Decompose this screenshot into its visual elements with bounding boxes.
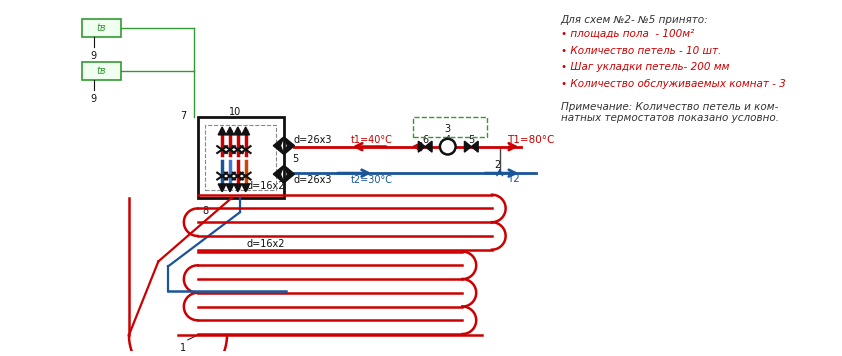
Text: 7: 7 xyxy=(179,111,186,121)
Polygon shape xyxy=(418,141,425,152)
Text: 3: 3 xyxy=(445,124,450,134)
Text: tв: tв xyxy=(97,23,106,33)
Text: 5: 5 xyxy=(468,135,474,145)
Text: • площадь пола  - 100м²: • площадь пола - 100м² xyxy=(561,29,694,39)
Bar xyxy=(198,117,284,198)
Text: t2=30°C: t2=30°C xyxy=(350,175,392,185)
Polygon shape xyxy=(472,141,478,152)
Text: 9: 9 xyxy=(91,94,97,104)
Polygon shape xyxy=(465,141,472,152)
Polygon shape xyxy=(274,137,284,155)
FancyBboxPatch shape xyxy=(82,19,121,37)
Polygon shape xyxy=(234,127,242,135)
Text: 8: 8 xyxy=(202,205,209,215)
Polygon shape xyxy=(274,165,284,183)
Polygon shape xyxy=(284,165,295,183)
Text: tв: tв xyxy=(97,66,106,76)
Text: • Шаг укладки петель- 200 мм: • Шаг укладки петель- 200 мм xyxy=(561,62,729,72)
Text: Для схем №2- №5 принято:: Для схем №2- №5 принято: xyxy=(561,15,708,25)
Bar xyxy=(205,125,276,190)
Text: 6: 6 xyxy=(422,135,429,145)
Text: 9: 9 xyxy=(91,51,97,61)
Text: Примечание: Количество петель и ком-: Примечание: Количество петель и ком- xyxy=(561,101,778,111)
Text: 5: 5 xyxy=(292,155,299,164)
Text: d=26x3: d=26x3 xyxy=(294,175,333,185)
Bar xyxy=(413,117,487,137)
Text: • Количество обслуживаемых комнат - 3: • Количество обслуживаемых комнат - 3 xyxy=(561,79,786,89)
Polygon shape xyxy=(284,137,295,155)
Text: 10: 10 xyxy=(229,108,241,117)
Text: d=16x2: d=16x2 xyxy=(247,239,285,249)
Polygon shape xyxy=(425,141,432,152)
Polygon shape xyxy=(226,184,234,192)
Polygon shape xyxy=(242,184,249,192)
Text: натных термостатов показано условно.: натных термостатов показано условно. xyxy=(561,113,779,123)
Polygon shape xyxy=(218,184,226,192)
Text: T1=80°C: T1=80°C xyxy=(507,135,554,145)
Polygon shape xyxy=(234,184,242,192)
FancyBboxPatch shape xyxy=(82,62,121,80)
Text: • Количество петель - 10 шт.: • Количество петель - 10 шт. xyxy=(561,46,721,56)
Text: t1=40°C: t1=40°C xyxy=(350,135,392,145)
Text: d=16x2: d=16x2 xyxy=(247,181,285,191)
Text: T2: T2 xyxy=(507,174,520,184)
Text: d=26x3: d=26x3 xyxy=(294,135,333,145)
Circle shape xyxy=(440,139,456,155)
Text: 4: 4 xyxy=(445,135,450,145)
Text: 1: 1 xyxy=(180,343,186,353)
Polygon shape xyxy=(226,127,234,135)
Polygon shape xyxy=(242,127,249,135)
Polygon shape xyxy=(218,127,226,135)
Text: 2: 2 xyxy=(494,161,501,171)
